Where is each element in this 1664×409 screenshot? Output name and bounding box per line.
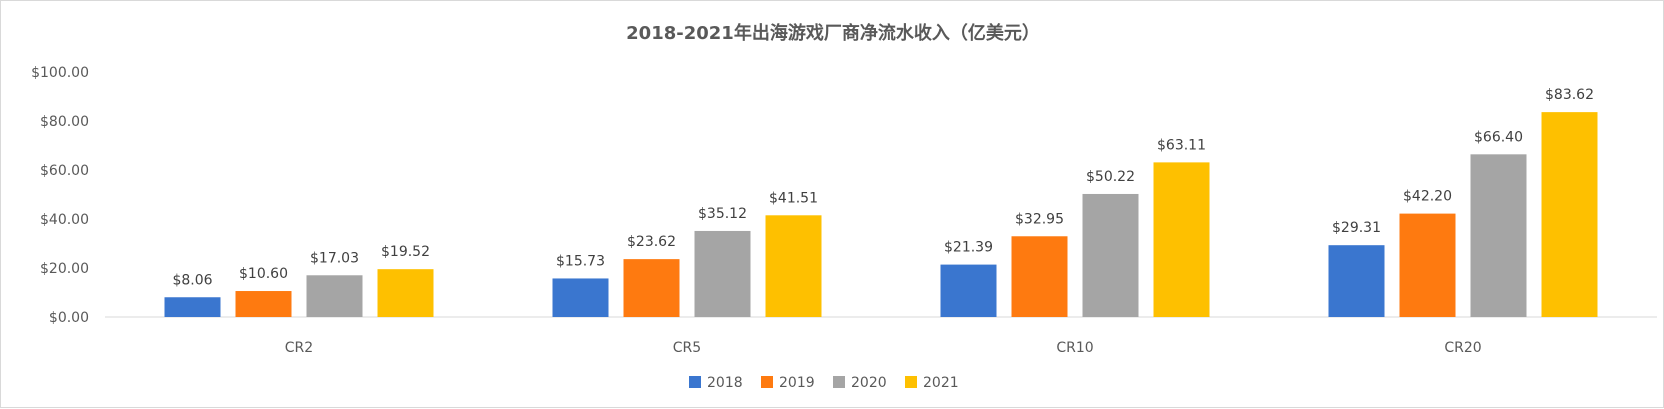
bar-2018-CR10 (940, 264, 997, 317)
bar-2019-CR2 (235, 291, 292, 317)
bar-2018-CR20 (1328, 245, 1385, 317)
bar-2019-CR5 (623, 259, 680, 317)
bar-2020-CR20 (1470, 154, 1527, 317)
data-label: $21.39 (944, 240, 993, 256)
data-label: $29.31 (1332, 220, 1381, 236)
y-tick-label: $20.00 (40, 261, 89, 277)
data-label: $83.62 (1545, 87, 1594, 103)
data-labels-layer: $8.06 $10.60 $17.03 $19.52 $15.73 $23.62 $35.1… (172, 87, 1594, 288)
bar-2020-CR10 (1082, 193, 1139, 317)
y-tick-label: $60.00 (40, 163, 89, 179)
x-category-label: CR20 (1444, 340, 1481, 356)
bar-2021-CR5 (765, 215, 822, 317)
y-tick-label: $100.00 (31, 65, 89, 81)
data-label: $63.11 (1157, 137, 1206, 153)
data-label: $35.12 (698, 206, 747, 222)
data-label: $17.03 (310, 250, 359, 266)
legend-label: 2018 (707, 375, 743, 391)
data-label: $42.20 (1403, 189, 1452, 205)
data-label: $10.60 (239, 266, 288, 282)
bar-2018-CR5 (552, 278, 609, 317)
legend-label: 2020 (851, 375, 887, 391)
data-label: $32.95 (1015, 211, 1064, 227)
data-label: $66.40 (1474, 129, 1523, 145)
legend-swatch-2018 (689, 376, 701, 388)
bar-2021-CR2 (377, 269, 434, 317)
x-category-label: CR2 (285, 340, 313, 356)
axis-layer: $0.00 $20.00 $40.00 $60.00 $80.00 $100.00 CR2 C… (31, 65, 1657, 356)
bar-2021-CR10 (1153, 162, 1210, 317)
legend-swatch-2020 (833, 376, 845, 388)
data-label: $50.22 (1086, 169, 1135, 185)
bar-2020-CR2 (306, 275, 363, 317)
legend-swatch-2021 (905, 376, 917, 388)
legend-label: 2021 (923, 375, 959, 391)
data-label: $23.62 (627, 234, 676, 250)
y-tick-label: $40.00 (40, 212, 89, 228)
data-label: $41.51 (769, 190, 818, 206)
bar-2020-CR5 (694, 230, 751, 317)
data-label: $19.52 (381, 244, 430, 260)
data-label: $8.06 (172, 272, 212, 288)
data-label: $15.73 (556, 253, 605, 269)
bar-2019-CR10 (1011, 236, 1068, 317)
x-category-label: CR10 (1056, 340, 1093, 356)
chart-title: 2018-2021年出海游戏厂商净流水收入（亿美元） (626, 22, 1040, 44)
bar-2021-CR20 (1541, 112, 1598, 317)
x-category-label: CR5 (673, 340, 701, 356)
y-tick-label: $80.00 (40, 114, 89, 130)
legend-label: 2019 (779, 375, 815, 391)
bars-layer (164, 112, 1598, 317)
bar-2019-CR20 (1399, 213, 1456, 317)
y-tick-label: $0.00 (49, 310, 89, 326)
legend-swatch-2019 (761, 376, 773, 388)
bar-2018-CR2 (164, 297, 221, 317)
legend: 2018 2019 2020 2021 (689, 375, 959, 391)
